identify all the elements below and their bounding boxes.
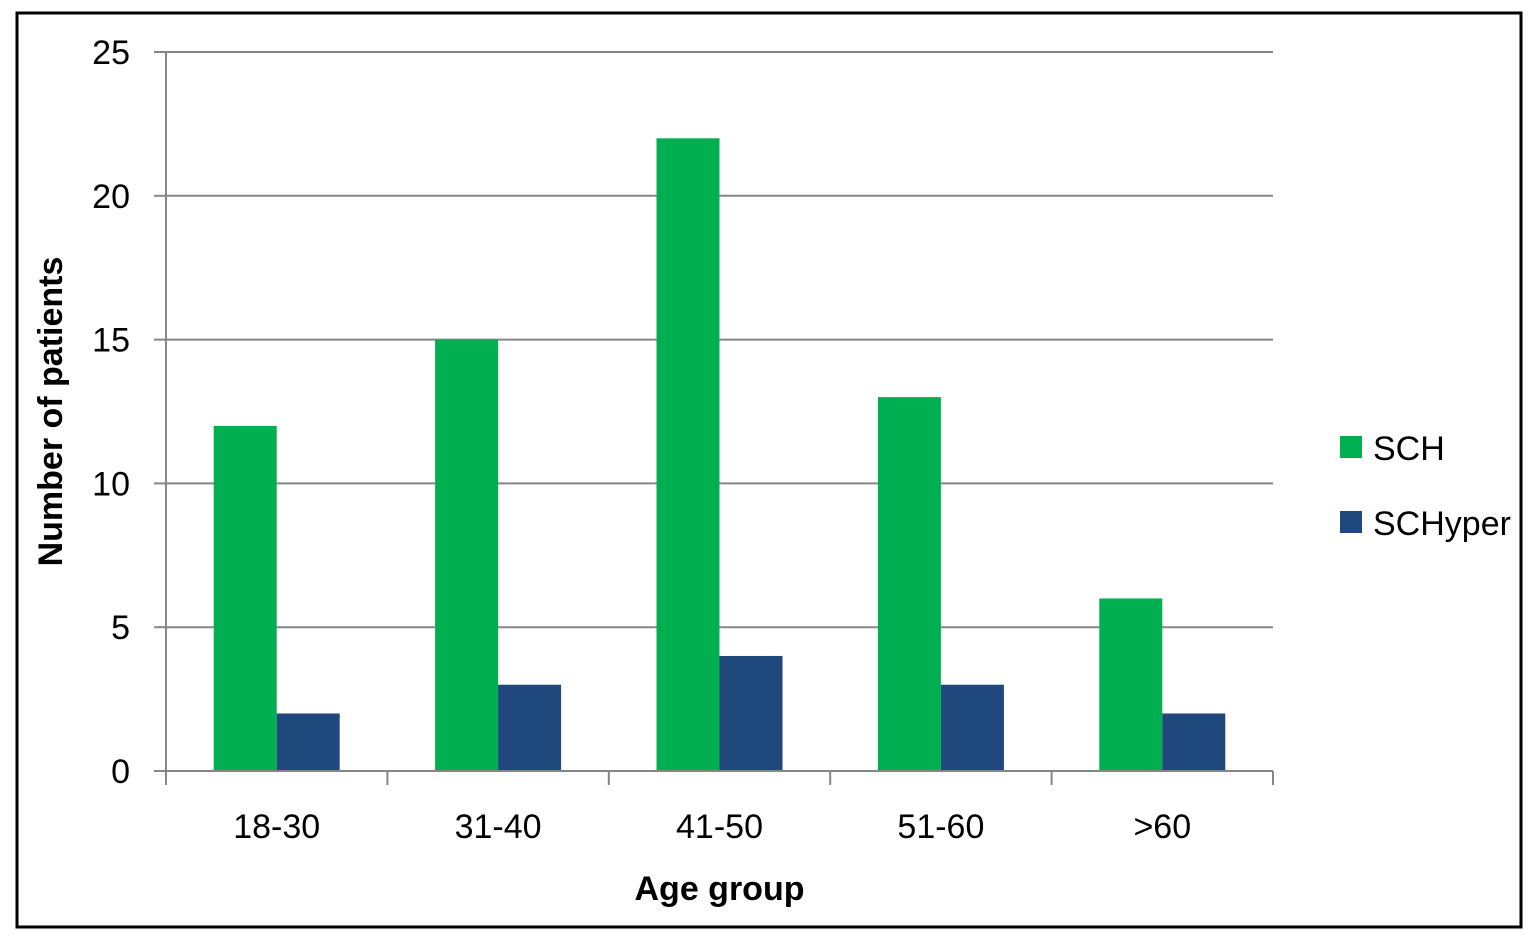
x-axis-title: Age group (635, 870, 805, 908)
bar-schyper-4 (1162, 713, 1226, 771)
x-tick-label: 51-60 (897, 808, 984, 846)
bar-schyper-3 (940, 684, 1004, 771)
bar-schyper-0 (276, 713, 340, 771)
y-axis-title: Number of patients (32, 257, 70, 567)
y-tick-label: 25 (92, 34, 130, 72)
legend-swatch-schyper (1340, 511, 1362, 533)
x-tick-label: 18-30 (233, 808, 320, 846)
y-tick-label: 10 (92, 465, 130, 503)
legend-swatch-sch (1340, 436, 1362, 458)
y-tick-label: 20 (92, 178, 130, 216)
bar-schyper-1 (498, 684, 562, 771)
bar-sch-4 (1099, 598, 1163, 771)
legend-label-sch: SCH (1373, 430, 1445, 468)
bar-sch-2 (656, 138, 720, 771)
legend-label-schyper: SCHyper (1373, 505, 1511, 543)
x-tick-label: 31-40 (455, 808, 542, 846)
y-tick-label: 0 (111, 753, 130, 791)
bars (213, 138, 1226, 771)
y-tick-label: 15 (92, 322, 130, 360)
tick-labels: 0 5 10 15 20 25 18-30 31-40 41-50 51-60 >60 (92, 34, 1191, 846)
y-tick-label: 5 (111, 609, 130, 647)
x-tick-label: >60 (1133, 808, 1191, 846)
x-tick-label: 41-50 (676, 808, 763, 846)
bar-sch-1 (435, 339, 499, 771)
axes (154, 51, 1274, 785)
bar-sch-0 (213, 425, 277, 771)
legend: SCH SCHyper (1340, 430, 1511, 543)
bar-schyper-2 (719, 655, 783, 771)
bar-sch-3 (877, 397, 941, 771)
